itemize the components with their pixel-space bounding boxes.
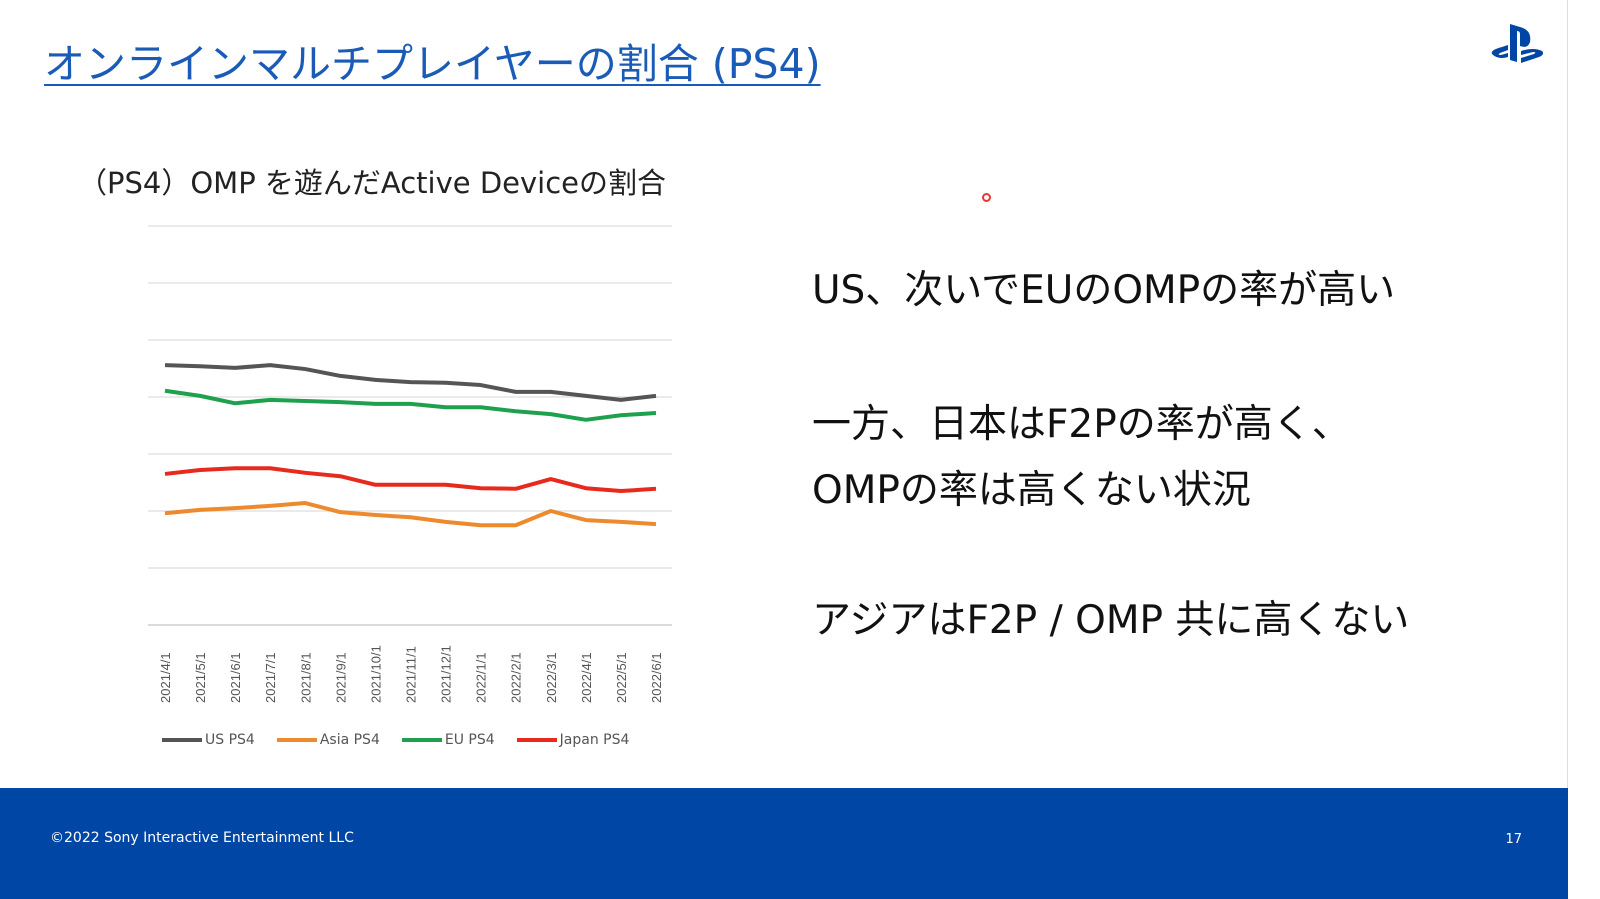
slide-title: オンラインマルチプレイヤーの割合 (PS4)	[44, 40, 821, 88]
legend-item: Asia PS4	[276, 732, 380, 748]
point-2a: 一方、日本はF2Pの率が高く、	[812, 402, 1351, 447]
chart-title: （PS4）OMP を遊んだActive Deviceの割合	[78, 166, 667, 200]
legend-item: EU PS4	[401, 732, 495, 748]
series-line-japan-ps4	[164, 466, 657, 494]
legend-item: US PS4	[162, 732, 255, 748]
copyright: ©2022 Sony Interactive Entertainment LLC	[50, 830, 354, 846]
legend-swatch	[276, 738, 317, 742]
x-tick-label: 2021/8/1	[298, 652, 313, 703]
x-tick-label: 2021/9/1	[333, 652, 348, 703]
x-tick-label: 2022/2/1	[509, 652, 524, 703]
x-tick-label: 2022/4/1	[579, 652, 594, 703]
point-2b: OMPの率は高くない状況	[812, 468, 1251, 513]
legend-swatch	[401, 738, 442, 742]
legend-label: US PS4	[205, 732, 255, 748]
legend-label: Asia PS4	[319, 732, 380, 748]
x-tick-label: 2021/5/1	[193, 652, 208, 703]
x-tick-label: 2022/3/1	[544, 652, 559, 703]
page-number: 17	[1505, 832, 1522, 847]
footer-bar: ©2022 Sony Interactive Entertainment LLC…	[0, 788, 1568, 899]
cursor-indicator	[982, 193, 991, 202]
point-1: US、次いでEUのOMPの率が高い	[812, 268, 1396, 313]
x-tick-label: 2021/10/1	[368, 645, 383, 703]
legend-swatch	[516, 738, 557, 742]
playstation-logo-icon	[1491, 24, 1544, 63]
x-tick-label: 2022/5/1	[614, 652, 629, 703]
legend-item: Japan PS4	[516, 732, 630, 748]
legend-label: EU PS4	[444, 732, 495, 748]
line-chart: 2021/4/1 2021/5/1 2021/6/1 2021/7/1 2021/8/1…	[148, 225, 672, 703]
series-line-asia-ps4	[164, 501, 657, 528]
x-tick-label: 2021/4/1	[158, 652, 173, 703]
x-tick-label: 2021/11/1	[404, 646, 419, 703]
chart-legend: US PS4 Asia PS4 EU PS4 Japan PS4	[162, 732, 629, 748]
x-tick-label: 2022/1/1	[474, 652, 489, 703]
x-tick-label: 2021/12/1	[439, 645, 454, 703]
point-3: アジアはF2P / OMP 共に高くない	[812, 598, 1410, 643]
series-line-us-ps4	[164, 363, 657, 402]
x-tick-label: 2021/7/1	[263, 652, 278, 703]
x-tick-label: 2022/6/1	[649, 652, 664, 703]
legend-swatch	[162, 738, 202, 742]
x-tick-label: 2021/6/1	[228, 652, 243, 703]
legend-label: Japan PS4	[559, 732, 630, 748]
